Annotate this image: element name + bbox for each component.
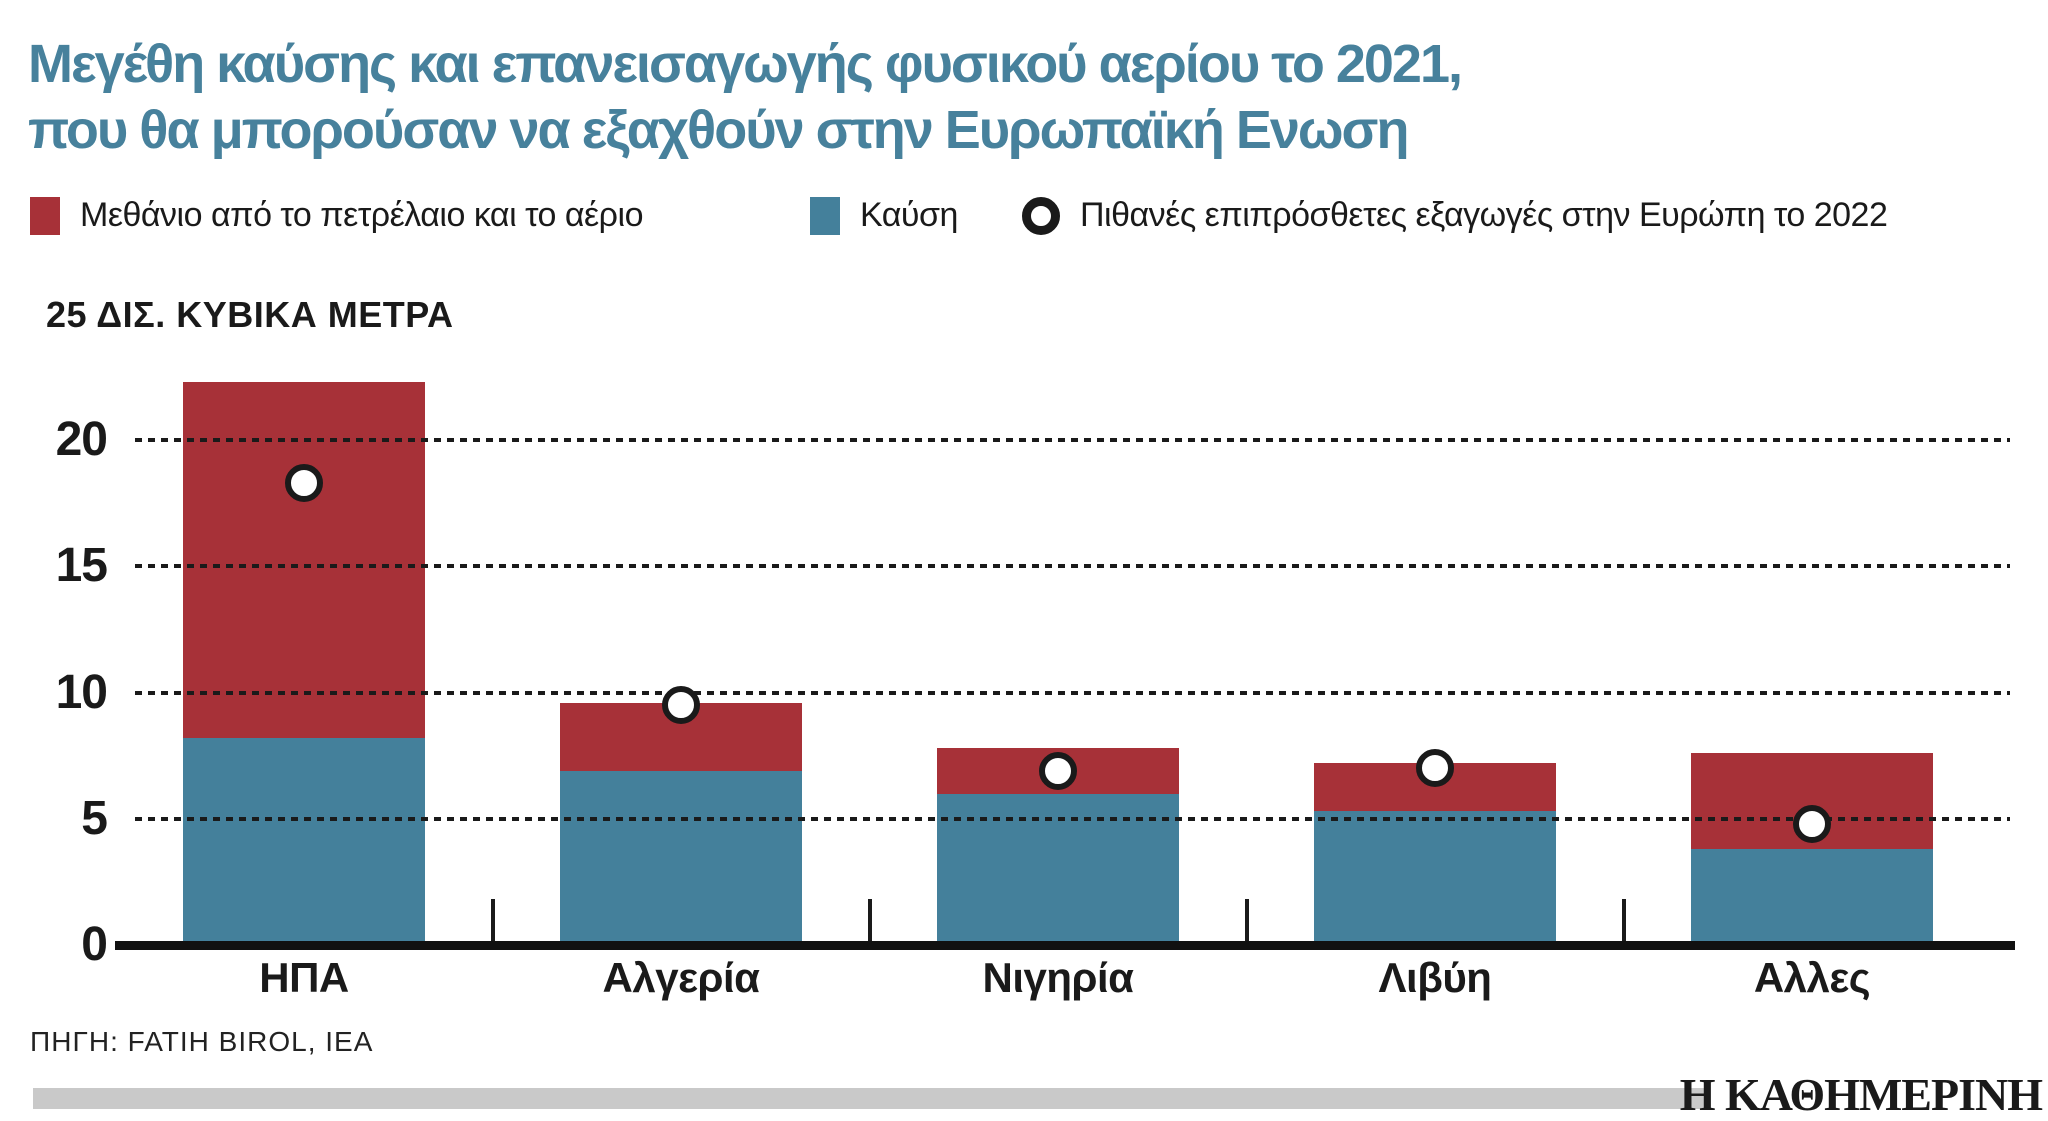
methane-swatch-icon	[30, 196, 60, 235]
x-label-0: ΗΠΑ	[259, 954, 349, 1001]
x-label-3: Λιβύη	[1378, 954, 1492, 1001]
x-axis-minor-tick-3	[1622, 899, 1626, 941]
y-tick-5: 5	[81, 792, 108, 845]
page-title: Μεγέθη καύσης και επανεισαγωγής φυσικού …	[28, 32, 1463, 164]
exports-marker-4	[1793, 805, 1831, 843]
gridline-15	[135, 564, 2010, 568]
flaring-swatch-icon	[810, 196, 840, 235]
x-label-2: Νιγηρία	[982, 954, 1135, 1001]
exports-marker-3	[1416, 749, 1454, 787]
source-note: ΠΗΓΗ: FATIH BIROL, IEA	[30, 1026, 374, 1057]
legend-label-exports: Πιθανές επιπρόσθετες εξαγωγές στην Ευρώπ…	[1080, 196, 1888, 234]
y-tick-0: 0	[81, 918, 108, 971]
legend-item-methane: Μεθάνιο από το πετρέλαιο και το αέριο	[30, 196, 644, 235]
x-axis-line	[115, 941, 2015, 950]
x-label-1: Αλγερία	[602, 954, 760, 1001]
y-axis-unit-label: 25 ΔΙΣ. ΚΥΒΙΚΑ ΜΕΤΡΑ	[46, 294, 454, 335]
y-tick-10: 10	[55, 666, 108, 719]
gridline-5	[135, 817, 2010, 821]
footer-divider	[33, 1088, 1705, 1109]
exports-ring-icon	[1022, 196, 1060, 235]
y-tick-15: 15	[55, 539, 108, 592]
x-axis-minor-tick-0	[491, 899, 495, 941]
exports-marker-2	[1039, 752, 1077, 790]
bar-0-flaring	[183, 738, 425, 945]
bar-3-flaring	[1314, 811, 1556, 945]
exports-marker-0	[285, 464, 323, 502]
gridline-20	[135, 438, 2010, 442]
legend-label-methane: Μεθάνιο από το πετρέλαιο και το αέριο	[80, 196, 644, 234]
gridline-10	[135, 691, 2010, 695]
y-tick-20: 20	[55, 413, 108, 466]
bar-1-flaring	[560, 771, 802, 945]
legend-label-flaring: Καύση	[860, 196, 958, 234]
title-line1: Μεγέθη καύσης και επανεισαγωγής φυσικού …	[28, 34, 1463, 95]
x-axis-minor-tick-2	[1245, 899, 1249, 941]
bar-4-flaring	[1691, 849, 1933, 945]
x-label-4: Αλλες	[1753, 954, 1871, 1001]
x-axis-minor-tick-1	[868, 899, 872, 941]
bar-0-methane	[183, 382, 425, 738]
legend-item-exports: Πιθανές επιπρόσθετες εξαγωγές στην Ευρώπ…	[1022, 196, 1888, 235]
title-line2: που θα μπορούσαν να εξαχθούν στην Ευρωπα…	[28, 100, 1409, 161]
publisher-logo: Η ΚΑΘΗΜΕΡΙΝΗ	[1679, 1069, 2043, 1120]
exports-marker-1	[662, 686, 700, 724]
legend-item-flaring: Καύση	[810, 196, 958, 235]
